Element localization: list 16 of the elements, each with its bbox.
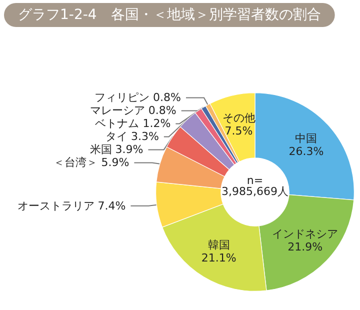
slice-label: オーストラリア 7.4%: [17, 199, 126, 212]
text: n= 3,985,669人: [222, 174, 288, 198]
slice-label: ベトナム 1.2%: [95, 117, 171, 130]
chart-title: グラフ1-2-4 各国・＜地域＞別学習者数の割合: [18, 7, 321, 23]
data-label: 21.9%: [288, 240, 323, 254]
slice-label: 中国: [295, 132, 318, 145]
data-label: 7.5%: [224, 124, 253, 138]
slice-label: マレーシア 0.8%: [90, 104, 176, 118]
slice-label: ＜台湾＞ 5.9%: [54, 156, 130, 170]
slice-label: フィリピン 0.8%: [94, 91, 181, 104]
data-label: 26.3%: [288, 144, 324, 158]
data-label: 21.1%: [201, 252, 236, 265]
slice-label: 米国 3.9%: [90, 143, 144, 156]
slice-label: 韓国: [208, 238, 230, 252]
slice-label: タイ 3.3%: [105, 130, 159, 144]
slice-label: インドネシア: [272, 227, 338, 240]
